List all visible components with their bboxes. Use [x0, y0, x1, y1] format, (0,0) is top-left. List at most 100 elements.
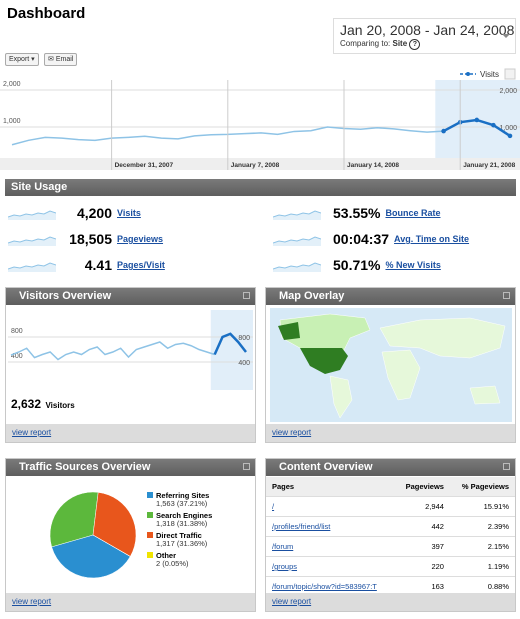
legend-dropdown: [504, 68, 516, 80]
region: [379, 317, 506, 359]
panel-footer: view report: [6, 593, 255, 611]
cell: 2,944: [394, 496, 450, 517]
page-link[interactable]: /profiles/friend/list: [266, 516, 395, 537]
export-label: Export: [9, 56, 30, 63]
view-report[interactable]: view report: [272, 428, 312, 437]
y-tick-label: 800: [238, 335, 250, 342]
panel-title: Content Overview: [279, 461, 373, 473]
legend-swatch: [147, 552, 153, 558]
sparkline: [273, 210, 321, 220]
column-header: Pages: [266, 477, 395, 497]
point: [441, 128, 446, 134]
region: [329, 375, 353, 419]
legend-value: 1,563 (37.21%): [156, 499, 208, 508]
table-row: /forum/topic/show?id=583967:T 163 0.88%: [266, 576, 515, 597]
date-picker[interactable]: Jan 20, 2008 - Jan 24, 2008 Comparing to…: [333, 18, 516, 54]
legend-label: Direct Traffic: [156, 531, 202, 540]
sparkline-line: [273, 236, 321, 244]
y-tick-label: 800: [11, 328, 23, 335]
sparkline-line: [8, 236, 56, 244]
metric-value: 18,505: [69, 231, 112, 247]
panel-footer: view report: [6, 424, 255, 442]
cell: 442: [394, 516, 450, 537]
view-report[interactable]: view report: [12, 428, 52, 437]
total-label: Visitors: [45, 401, 75, 410]
cell: 397: [394, 536, 450, 557]
dropdown-arrow: [502, 34, 510, 38]
cell: 15.91%: [449, 496, 515, 517]
x-tick-label: January 7, 2008: [231, 162, 280, 169]
panel-header: Visitors Overview: [6, 288, 255, 305]
panel-header: Content Overview: [266, 459, 515, 476]
sparkline-line: [273, 210, 321, 218]
table-row: /groups 220 1.19%: [266, 556, 515, 577]
total-value: 2,632: [11, 397, 42, 411]
point: [474, 117, 480, 123]
legend-swatch: [147, 512, 153, 518]
point: [491, 122, 496, 128]
legend-label: Visits: [480, 70, 499, 79]
sparkline-line: [8, 210, 56, 218]
metric: 18,505 Pageviews: [60, 230, 163, 248]
metric-label[interactable]: Pageviews: [117, 234, 164, 244]
comparing: Comparing to: Site ?: [340, 39, 421, 50]
view-report[interactable]: view report: [272, 597, 312, 606]
sparkline: [273, 262, 321, 272]
metric: 53.55% Bounce Rate: [333, 204, 441, 222]
date-range: Jan 20, 2008 - Jan 24, 2008: [340, 22, 515, 38]
y-tick-label: 2,000: [499, 88, 517, 95]
table-row: /forum 397 2.15%: [266, 536, 515, 557]
email-label: Email: [55, 56, 74, 63]
sparkline-line: [8, 262, 56, 270]
close-icon[interactable]: [503, 292, 510, 299]
y-tick-label: 1,000: [499, 125, 517, 132]
visitors-total: 2,632 Visitors: [11, 395, 75, 413]
x-tick-label: January 14, 2008: [347, 162, 399, 169]
page-link[interactable]: /groups: [266, 556, 395, 577]
region-highlight: [300, 348, 348, 374]
legend-swatch: [147, 532, 153, 538]
metric: 4,200 Visits: [60, 204, 141, 222]
content-table: Pages Pageviews% Pageviews/2,944 15.91%/pr…: [266, 477, 515, 597]
sparkline: [273, 236, 321, 246]
cell: 1.19%: [449, 556, 515, 577]
line: [10, 341, 215, 361]
metric-label[interactable]: Pages/Visit: [117, 260, 165, 270]
cell: 220: [394, 556, 450, 577]
column-header: % Pageviews: [449, 477, 515, 497]
legend-label: Other: [156, 551, 176, 560]
metric: 00:04:37 Avg. Time on Site: [333, 230, 469, 248]
panel-title: Traffic Sources Overview: [19, 461, 151, 473]
visitors-panel: Visitors Overview 800 800 400 400 2,632 Vis…: [5, 287, 256, 443]
section-header: Site Usage: [5, 179, 516, 196]
close-icon[interactable]: [243, 292, 250, 299]
legend-label: Referring Sites: [156, 491, 209, 500]
cell: 2.39%: [449, 516, 515, 537]
metric-label[interactable]: Avg. Time on Site: [394, 234, 470, 244]
legend-value: 1,318 (31.38%): [156, 519, 208, 528]
metric-label[interactable]: Visits: [117, 208, 141, 218]
page-link[interactable]: /: [266, 496, 395, 517]
panel-header: Traffic Sources Overview: [6, 459, 255, 476]
world-map[interactable]: [270, 308, 512, 422]
table-row: /2,944 15.91%: [266, 496, 515, 517]
comparing-label: Comparing to:: [340, 39, 391, 48]
x-tick-label: December 31, 2007: [115, 162, 174, 169]
metric-value: 4,200: [76, 205, 112, 221]
visitors-chart: 800 800 400 400: [8, 310, 253, 390]
page-link[interactable]: /forum: [266, 536, 395, 557]
close-icon[interactable]: [503, 463, 510, 470]
pie-slice: [49, 491, 99, 548]
pie-slice: [92, 492, 137, 557]
email-button[interactable]: ✉ Email: [44, 53, 78, 66]
region: [469, 385, 501, 405]
close-icon[interactable]: [243, 463, 250, 470]
panel-header: Map Overlay: [266, 288, 515, 305]
date-strip: [0, 158, 520, 170]
metric-label[interactable]: % New Visits: [385, 260, 441, 270]
view-report[interactable]: view report: [12, 597, 52, 606]
export-button[interactable]: Export ▾: [5, 53, 39, 66]
metric-label[interactable]: Bounce Rate: [385, 208, 441, 218]
region: [381, 349, 421, 401]
help-icon[interactable]: ?: [409, 39, 421, 50]
